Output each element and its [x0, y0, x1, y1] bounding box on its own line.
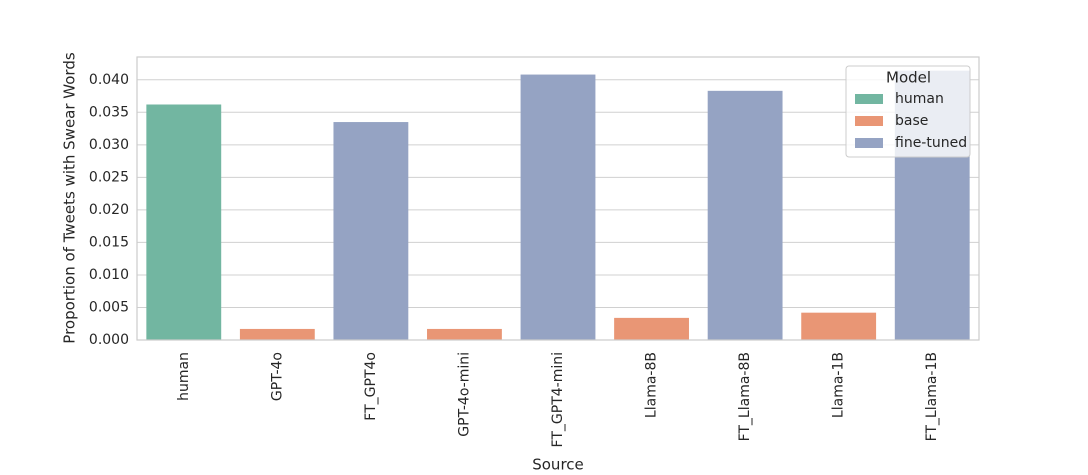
- y-tick-label: 0.020: [89, 202, 129, 218]
- y-tick-label: 0.010: [89, 267, 129, 283]
- y-tick-label: 0.025: [89, 169, 129, 185]
- x-tick-label: human: [176, 352, 192, 401]
- x-tick-label: GPT-4o: [269, 352, 285, 401]
- legend-label: human: [895, 91, 944, 107]
- x-tick-label: FT_GPT4o: [363, 352, 379, 421]
- bar: [146, 104, 222, 341]
- y-tick-label: 0.000: [89, 332, 129, 348]
- bar: [239, 328, 315, 340]
- bar: [333, 122, 409, 341]
- y-tick-label: 0.005: [89, 299, 129, 315]
- x-tick-label: GPT-4o-mini: [456, 352, 472, 437]
- y-axis-label: Proportion of Tweets with Swear Words: [61, 52, 79, 344]
- bar: [520, 74, 596, 340]
- legend-box: [845, 65, 971, 158]
- y-tick-label: 0.015: [89, 234, 129, 250]
- legend-title: Model: [886, 69, 931, 87]
- bar: [801, 312, 877, 340]
- x-axis-label: Source: [532, 456, 584, 474]
- bar: [614, 317, 689, 340]
- y-tick-label: 0.040: [89, 72, 129, 88]
- bar: [427, 328, 502, 340]
- legend-label: base: [895, 113, 928, 129]
- legend-swatch: [855, 94, 883, 104]
- x-tick-label: FT_GPT4-mini: [550, 352, 566, 447]
- legend-swatch: [855, 138, 883, 148]
- y-tick-label: 0.035: [89, 104, 129, 120]
- x-tick-label: FT_Llama-8B: [737, 352, 753, 441]
- legend-label: fine-tuned: [895, 135, 967, 151]
- x-tick-label: Llama-1B: [831, 352, 847, 418]
- x-tick-label: Llama-8B: [644, 352, 660, 418]
- bar: [707, 90, 783, 340]
- y-tick-label: 0.030: [89, 137, 129, 153]
- x-tick-label: FT_Llama-1B: [924, 352, 940, 441]
- legend-swatch: [855, 116, 883, 126]
- axes-frame: [136, 56, 980, 341]
